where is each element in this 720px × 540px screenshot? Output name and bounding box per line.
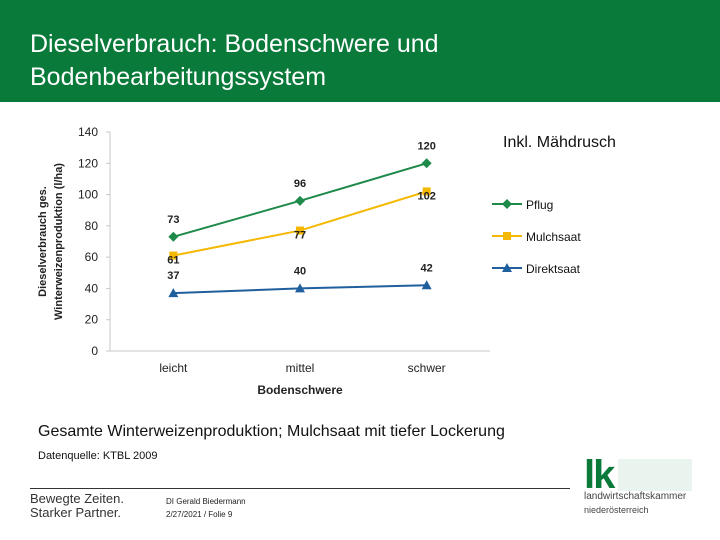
data-label-direktsaat: 40 — [294, 265, 306, 277]
legend-swatch — [492, 199, 522, 209]
legend-marker — [502, 263, 512, 272]
data-label-pflug: 120 — [417, 140, 435, 152]
slogan-line1: Bewegte Zeiten. — [30, 491, 124, 506]
data-label-direktsaat: 37 — [167, 270, 179, 282]
y-tick-label: 20 — [85, 313, 99, 327]
data-label-pflug: 96 — [294, 178, 306, 190]
data-label-pflug: 73 — [167, 214, 179, 226]
x-tick-label: leicht — [159, 361, 188, 375]
y-tick-label: 80 — [85, 219, 99, 233]
data-point-pflug — [295, 195, 305, 206]
y-axis-title-line2: Winterweizenproduktion (l/ha) — [53, 163, 65, 320]
y-axis-title-line1: Dieselverbrauch ges. — [37, 186, 49, 297]
chart-legend: Pflug Mulchsaat Direktsaat — [492, 196, 632, 292]
y-tick-label: 0 — [91, 344, 98, 358]
chart-note: Inkl. Mähdrusch — [503, 134, 616, 151]
data-source: Datenquelle: KTBL 2009 — [38, 450, 158, 462]
logo-text-line1: landwirtschaftskammer — [584, 491, 687, 502]
author-name: DI Gerald Biedermann — [166, 497, 246, 506]
y-tick-label: 100 — [78, 188, 98, 202]
data-label-mulchsaat: 77 — [294, 230, 306, 242]
legend-item-pflug: Pflug — [492, 196, 632, 228]
y-tick-label: 140 — [78, 125, 98, 139]
data-label-mulchsaat: 61 — [167, 255, 179, 267]
logo-mark: lk — [584, 453, 615, 497]
footer-slogan: Bewegte Zeiten. Starker Partner. — [30, 492, 124, 520]
legend-swatch — [492, 232, 522, 240]
data-point-mulchsaat — [422, 187, 431, 196]
x-tick-label: schwer — [408, 361, 446, 375]
footer-divider — [30, 488, 570, 489]
slide-title: Dieselverbrauch: Bodenschwere und Bodenb… — [30, 28, 690, 94]
data-point-direktsaat — [168, 288, 179, 298]
y-tick-label: 60 — [85, 250, 99, 264]
legend-label: Mulchsaat — [526, 230, 581, 244]
legend-marker — [502, 199, 512, 209]
chart-caption: Gesamte Winterweizenproduktion; Mulchsaa… — [38, 423, 505, 440]
legend-label: Direktsaat — [526, 262, 581, 276]
slogan-line2: Starker Partner. — [30, 505, 122, 520]
logo-text-line2: niederösterreich — [584, 505, 649, 515]
legend-item-direktsaat: Direktsaat — [492, 260, 632, 292]
logo-background-block — [618, 459, 692, 491]
x-tick-label: mittel — [286, 361, 315, 375]
y-tick-label: 40 — [85, 281, 99, 295]
legend-item-mulchsaat: Mulchsaat — [492, 228, 632, 260]
data-point-pflug — [168, 231, 179, 242]
title-bar: Dieselverbrauch: Bodenschwere und Bodenb… — [0, 0, 720, 102]
legend-label: Pflug — [526, 198, 554, 212]
date-page: 2/27/2021 / Folie 9 — [166, 510, 233, 519]
data-point-mulchsaat — [169, 251, 178, 260]
footer-author: DI Gerald Biedermann 2/27/2021 / Folie 9 — [166, 495, 246, 521]
y-tick-label: 120 — [78, 156, 98, 170]
lk-logo: lk landwirtschaftskammer niederösterreic… — [584, 455, 692, 519]
legend-marker — [503, 232, 511, 240]
x-axis-title: Bodenschwere — [257, 383, 343, 397]
data-label-mulchsaat: 102 — [417, 190, 435, 202]
data-point-direktsaat — [421, 280, 432, 290]
data-point-direktsaat — [295, 283, 305, 293]
data-point-mulchsaat — [296, 226, 304, 235]
slide-title-line2: Bodenbearbeitungssystem — [30, 63, 327, 91]
line-chart: 0 20 40 60 80 100 120 140 leicht mittel schwer Bode… — [30, 112, 690, 412]
chart-canvas: 0 20 40 60 80 100 120 140 leicht mittel schwer Bode… — [37, 125, 490, 397]
data-label-direktsaat: 42 — [421, 262, 433, 274]
legend-swatch — [492, 263, 522, 272]
slide-title-line1: Dieselverbrauch: Bodenschwere und — [30, 30, 439, 58]
data-point-pflug — [421, 158, 432, 169]
